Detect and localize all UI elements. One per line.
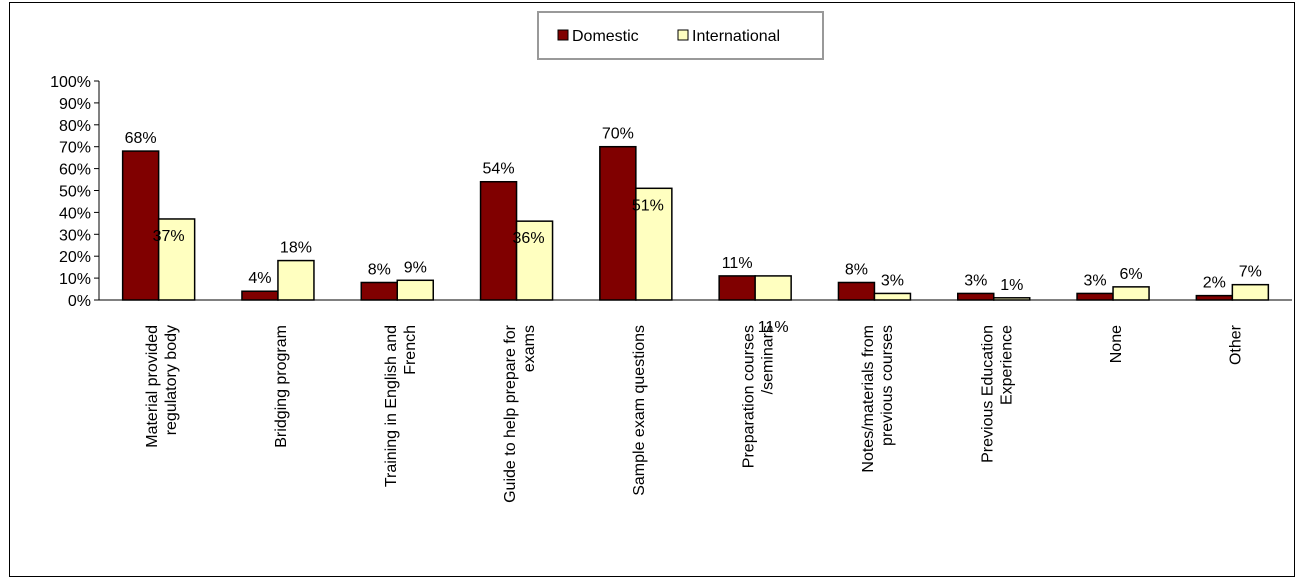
x-tick-label-line: Sample exam questions — [631, 325, 648, 496]
data-label-domestic: 4% — [248, 270, 271, 287]
bar-domestic — [599, 145, 637, 301]
data-label-domestic: 11% — [722, 255, 753, 272]
data-label-international: 37% — [153, 228, 185, 245]
x-tick-label-line: Material provided — [144, 325, 161, 448]
y-tick-label: 80% — [59, 118, 91, 135]
x-tick-label: Other — [1227, 324, 1244, 365]
x-tick-label-line: previous courses — [879, 325, 896, 446]
data-label-international: 1% — [1000, 277, 1023, 294]
bar-domestic — [1076, 292, 1114, 301]
x-tick-label-line: Experience — [998, 325, 1015, 405]
y-tick-label: 70% — [59, 140, 91, 157]
x-tick-label-line: Guide to help prepare for — [502, 324, 519, 503]
x-tick-label: Training in English and French — [383, 325, 419, 487]
y-tick-label: 0% — [68, 293, 91, 310]
bar-domestic — [718, 275, 756, 301]
bar-chart: Domestic International 0% 10% 20% 30% 40% 50% 6… — [50, 11, 1292, 503]
bar-international — [157, 218, 196, 301]
data-label-international: 18% — [280, 240, 312, 257]
legend: Domestic International — [537, 11, 824, 60]
bar-domestic — [1195, 294, 1234, 301]
bar-domestic — [241, 290, 279, 301]
x-tick-label-line: regulatory body — [163, 325, 180, 435]
data-label-domestic: 3% — [964, 272, 987, 289]
x-tick-label: Bridging program — [273, 325, 290, 448]
y-tick-label: 40% — [59, 205, 91, 222]
x-tick-label-line: None — [1108, 325, 1125, 363]
y-axis: 0% 10% 20% 30% 40% 50% 60% 70% 80% 90% 100% — [50, 74, 100, 310]
bar-domestic — [479, 180, 518, 301]
bar-international — [1231, 283, 1270, 301]
x-tick-label: Sample exam questions — [631, 325, 648, 496]
x-tick-label-line: /seminars — [760, 325, 777, 394]
x-tick-label-line: Notes/materials from — [860, 325, 877, 473]
y-tick-label: 50% — [59, 184, 91, 201]
bar-international — [754, 275, 792, 301]
data-label-international: 51% — [632, 197, 664, 214]
y-tick-label: 30% — [59, 227, 91, 244]
data-label-international: 7% — [1239, 264, 1262, 281]
data-label-domestic: 68% — [125, 130, 157, 147]
x-tick-label: Guide to help prepare for exams — [502, 324, 538, 503]
y-tick-label: 60% — [59, 162, 91, 179]
y-tick-label: 100% — [50, 74, 91, 91]
bar-international — [1112, 286, 1150, 301]
bar-domestic — [957, 292, 995, 301]
data-label-international: 6% — [1119, 266, 1142, 283]
x-tick-label: None — [1108, 325, 1125, 363]
x-tick-label-line: French — [402, 325, 419, 375]
x-tick-label-line: Training in English and — [383, 325, 400, 487]
x-tick-label: Material provided regulatory body — [144, 325, 180, 448]
data-label-domestic: 8% — [368, 261, 391, 278]
data-label-domestic: 54% — [483, 161, 515, 178]
x-tick-label-line: Bridging program — [273, 325, 290, 448]
bar-international — [277, 259, 315, 301]
data-label-international: 11% — [758, 319, 789, 336]
legend-swatch-international — [677, 29, 689, 41]
x-axis: Material provided regulatory body Bridging… — [99, 299, 1292, 503]
legend-label-international: International — [692, 28, 780, 45]
data-label-domestic: 3% — [1083, 272, 1106, 289]
data-label-international: 3% — [881, 272, 904, 289]
bar-international — [396, 279, 434, 301]
legend-label-domestic: Domestic — [572, 28, 639, 45]
chart-frame: Domestic International 0% 10% 20% 30% 40% 50% 6… — [9, 2, 1295, 577]
x-tick-label-line: Other — [1227, 324, 1244, 365]
legend-swatch-domestic — [557, 29, 569, 41]
data-label-international: 36% — [513, 230, 545, 247]
y-tick-label: 10% — [59, 271, 91, 288]
data-label-international: 9% — [404, 259, 427, 276]
bar-international — [635, 187, 673, 301]
bars: 68% 37% 4% 18% 8% 9% 54% 36% 70% 51% 11% 11% 8% 3% 3% 1… — [121, 126, 1270, 336]
x-tick-label: Notes/materials from previous courses — [860, 325, 896, 473]
bar-international — [873, 292, 912, 301]
x-tick-label-line: exams — [521, 325, 538, 372]
x-tick-label-line: Previous Education — [979, 325, 996, 463]
y-tick-label: 90% — [59, 96, 91, 113]
bar-domestic — [360, 281, 398, 301]
data-label-domestic: 70% — [602, 126, 634, 143]
bar-domestic — [121, 150, 160, 301]
x-tick-label: Preparation courses/seminars — [741, 325, 777, 468]
data-label-domestic: 8% — [845, 261, 868, 278]
x-tick-label-line: Preparation courses — [741, 325, 758, 468]
data-label-domestic: 2% — [1203, 275, 1226, 292]
bar-domestic — [837, 281, 876, 301]
x-tick-label: Previous Education Experience — [979, 325, 1015, 463]
y-tick-label: 20% — [59, 249, 91, 266]
